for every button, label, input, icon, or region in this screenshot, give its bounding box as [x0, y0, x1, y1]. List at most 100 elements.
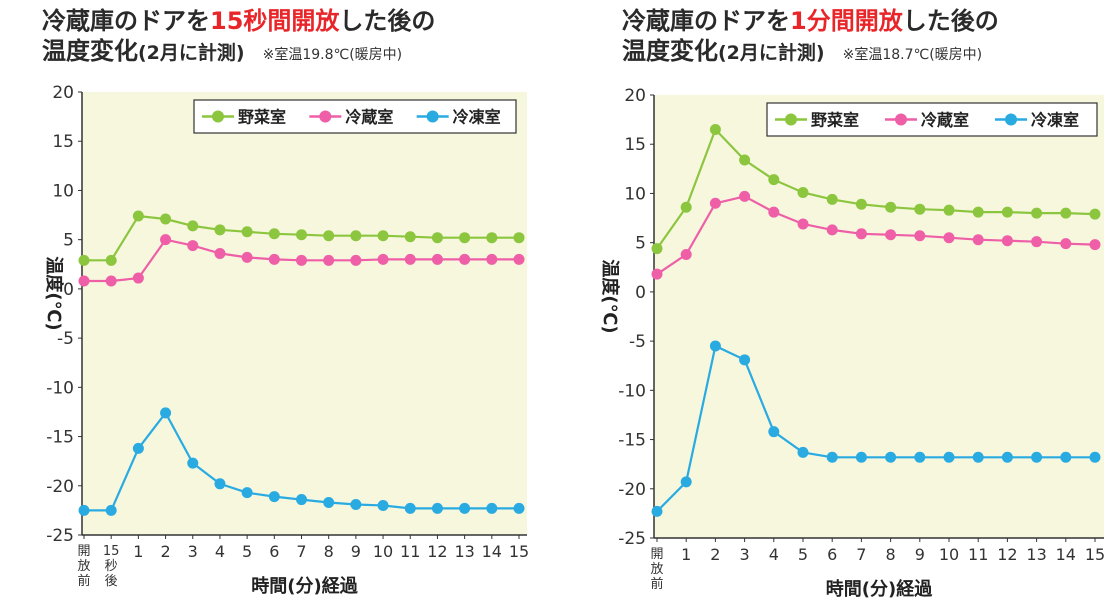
x-tick-label: 開放前	[650, 547, 663, 592]
legend-marker-refrigerator	[319, 110, 332, 123]
data-point-vegetable	[323, 230, 335, 242]
title-line1-pre: 冷蔵庫のドアを	[42, 7, 210, 35]
y-tick-label: -15	[46, 428, 74, 448]
data-point-vegetable	[404, 231, 416, 243]
x-tick-label: 7	[856, 545, 866, 564]
x-tick-label: 9	[915, 545, 925, 564]
title-highlight: 1分間開放	[790, 7, 903, 35]
y-tick-label: 20	[52, 83, 74, 103]
data-point-vegetable	[855, 198, 867, 210]
data-point-vegetable	[459, 232, 471, 244]
data-point-vegetable	[826, 193, 838, 205]
data-point-vegetable	[78, 254, 90, 266]
y-tick-label: 5	[635, 234, 646, 254]
y-tick-label: 10	[624, 184, 646, 204]
data-point-freezer	[187, 457, 199, 469]
x-tick-label: 14	[1056, 545, 1076, 564]
legend-marker-freezer	[1005, 113, 1017, 126]
plot-area	[654, 95, 1104, 538]
x-tick-label: 8	[886, 545, 896, 564]
x-tick-label: 10	[373, 542, 393, 561]
x-tick-label: 14	[482, 542, 502, 561]
data-point-refrigerator	[241, 251, 253, 263]
data-point-refrigerator	[431, 253, 443, 265]
x-tick-label: 3	[188, 542, 198, 561]
data-point-refrigerator	[914, 230, 926, 242]
data-point-vegetable	[651, 243, 663, 255]
data-point-vegetable	[268, 228, 280, 240]
data-point-vegetable	[377, 230, 389, 242]
data-point-freezer	[885, 451, 897, 463]
data-point-refrigerator	[797, 218, 809, 230]
data-point-refrigerator	[709, 197, 721, 209]
data-point-refrigerator	[486, 253, 498, 265]
data-point-freezer	[486, 502, 498, 514]
data-point-vegetable	[187, 220, 199, 232]
x-tick-label: 4	[215, 542, 225, 561]
legend-marker-vegetable	[212, 110, 224, 123]
x-tick-label: 2	[710, 545, 720, 564]
data-point-freezer	[132, 442, 144, 454]
data-point-freezer	[404, 502, 416, 514]
y-tick-label: -25	[46, 526, 74, 546]
data-point-vegetable	[709, 123, 721, 135]
x-tick-label: 12	[427, 542, 447, 561]
data-point-freezer	[826, 451, 838, 463]
x-tick-label: 5	[798, 545, 808, 564]
data-point-vegetable	[914, 203, 926, 215]
data-point-refrigerator	[350, 254, 362, 266]
data-point-refrigerator	[972, 234, 984, 246]
y-tick-label: 0	[63, 280, 74, 300]
data-point-freezer	[241, 487, 253, 499]
x-tick-label: 4	[769, 545, 779, 564]
data-point-vegetable	[296, 229, 307, 241]
data-point-vegetable	[885, 201, 897, 213]
data-point-refrigerator	[943, 232, 955, 244]
data-point-vegetable	[105, 254, 117, 266]
x-axis-title: 時間(分)経過	[826, 578, 933, 600]
data-point-refrigerator	[768, 206, 780, 218]
y-axis-title: 温度(℃)	[599, 259, 621, 333]
data-point-refrigerator	[296, 254, 307, 266]
data-point-refrigerator	[160, 234, 172, 246]
data-point-vegetable	[797, 186, 809, 198]
title-line1-pre: 冷蔵庫のドアを	[622, 7, 790, 35]
data-point-freezer	[323, 497, 335, 509]
x-tick-label: 8	[324, 542, 334, 561]
x-tick-label: 11	[400, 542, 420, 561]
data-point-refrigerator	[826, 224, 838, 236]
title-line2-main: 温度変化	[622, 37, 718, 65]
y-tick-label: 20	[624, 86, 646, 106]
y-tick-label: -20	[46, 477, 74, 497]
x-tick-label: 9	[351, 542, 361, 561]
data-point-refrigerator	[459, 253, 471, 265]
data-point-vegetable	[972, 206, 984, 218]
chart-panel-15-seconds: 冷蔵庫のドアを15秒間開放した後の 温度変化(2月に計測) ※室温19.8℃(暖房…	[42, 6, 529, 597]
data-point-refrigerator	[323, 254, 335, 266]
data-point-freezer	[459, 502, 471, 514]
series-line-refrigerator	[656, 195, 1096, 276]
x-tick-label: 3	[740, 545, 750, 564]
data-point-refrigerator	[739, 190, 751, 202]
data-point-freezer	[709, 340, 721, 352]
y-tick-label: -20	[618, 480, 646, 500]
data-point-freezer	[972, 451, 984, 463]
chart-title: 冷蔵庫のドアを15秒間開放した後の 温度変化(2月に計測) ※室温19.8℃(暖房…	[42, 6, 435, 70]
chart-panel-1-minute: 冷蔵庫のドアを1分間開放した後の 温度変化(2月に計測) ※室温18.7℃(暖房中…	[556, 0, 1112, 615]
data-point-freezer	[268, 491, 280, 503]
legend-label-refrigerator: 冷蔵室	[345, 108, 393, 127]
data-point-refrigerator	[1089, 239, 1101, 251]
y-axis-title: 温度(℃)	[43, 256, 65, 330]
y-tick-label: -5	[629, 332, 646, 352]
room-temperature-note: ※室温19.8℃(暖房中)	[262, 47, 403, 63]
data-point-refrigerator	[214, 247, 226, 259]
legend-marker-refrigerator	[895, 113, 907, 126]
title-line1-post: した後の	[902, 7, 999, 35]
title-line2-main: 温度変化	[42, 37, 138, 65]
x-tick-label: 6	[827, 545, 837, 564]
y-tick-label: -10	[46, 378, 74, 398]
data-point-refrigerator	[1031, 236, 1043, 248]
data-point-vegetable	[132, 210, 144, 222]
title-line1-post: した後の	[339, 7, 436, 35]
